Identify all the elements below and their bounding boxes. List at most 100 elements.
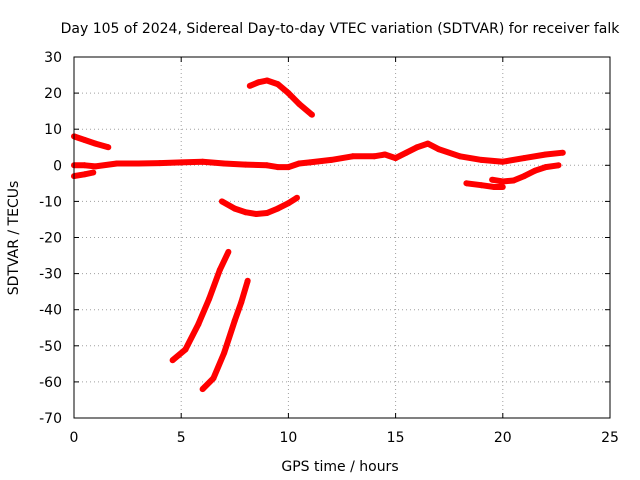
data-point xyxy=(274,205,281,212)
data-point xyxy=(81,162,88,169)
data-point xyxy=(231,205,238,212)
y-tick-label: 0 xyxy=(53,158,62,174)
series-early-positive xyxy=(73,133,110,151)
data-point xyxy=(244,277,251,284)
x-axis-label: GPS time / hours xyxy=(281,459,398,475)
data-point xyxy=(218,198,225,205)
data-point xyxy=(456,153,463,160)
data-point xyxy=(309,111,315,118)
y-tick-label: -50 xyxy=(39,339,62,355)
data-point xyxy=(246,82,253,89)
y-tick-label: -20 xyxy=(39,231,62,247)
data-point xyxy=(182,346,189,353)
chart-title: Day 105 of 2024, Sidereal Day-to-day VTE… xyxy=(61,21,621,37)
y-tick-label: -30 xyxy=(39,267,62,283)
y-tick-label: -40 xyxy=(39,303,62,319)
y-tick-label: 20 xyxy=(44,86,62,102)
data-point xyxy=(81,137,88,143)
x-tick-label: 0 xyxy=(70,430,79,446)
y-tick-label: 30 xyxy=(44,50,62,66)
data-point xyxy=(489,176,496,183)
data-point xyxy=(264,77,270,84)
data-point xyxy=(238,299,245,306)
series-main xyxy=(74,140,564,171)
data-point xyxy=(253,211,260,217)
x-tick-label: 20 xyxy=(494,430,512,446)
y-axis-label: SDTVAR / TECUs xyxy=(6,181,22,296)
data-point xyxy=(381,151,388,158)
data-point xyxy=(242,209,249,216)
x-tick-label: 15 xyxy=(387,430,405,446)
data-point xyxy=(285,164,292,171)
data-point xyxy=(285,200,292,207)
data-point xyxy=(491,184,498,190)
data-point xyxy=(195,321,202,328)
data-point xyxy=(264,210,270,216)
data-point xyxy=(274,81,281,88)
series-arc-low xyxy=(220,195,299,217)
data-point xyxy=(90,169,97,176)
data-point xyxy=(478,182,485,189)
data-point xyxy=(294,194,300,201)
y-axis-ticks: -70 -60 -50 -40 -30 -20 -10 0 10 20 30 xyxy=(39,50,610,427)
x-tick-label: 5 xyxy=(177,430,186,446)
data-point xyxy=(221,350,228,356)
data-point xyxy=(296,100,303,107)
data-point xyxy=(231,317,238,324)
data-point xyxy=(499,178,506,185)
data-point xyxy=(542,164,549,171)
plot-frame xyxy=(73,56,611,419)
data-point xyxy=(532,167,538,174)
series-late-tail-1 xyxy=(466,180,503,190)
y-tick-label: -10 xyxy=(39,194,62,210)
data-point xyxy=(92,163,99,170)
data-point xyxy=(559,149,566,156)
data-point xyxy=(542,151,549,158)
data-point xyxy=(216,267,223,273)
data-point xyxy=(296,160,303,167)
data-point xyxy=(555,162,562,169)
data-point xyxy=(169,357,176,364)
data-point xyxy=(81,171,88,178)
data-point xyxy=(274,164,281,171)
data-point xyxy=(306,159,313,166)
data-point xyxy=(199,158,206,165)
data-point xyxy=(242,161,249,168)
data-point xyxy=(199,386,206,393)
data-point xyxy=(255,79,262,86)
data-point xyxy=(463,180,470,187)
data-point xyxy=(113,160,120,167)
data-point xyxy=(521,155,528,162)
data-point xyxy=(510,177,517,184)
data-point xyxy=(210,375,217,382)
y-tick-label: 10 xyxy=(44,122,62,138)
data-point xyxy=(206,295,213,302)
data-point xyxy=(225,248,232,255)
data-point xyxy=(499,184,506,190)
data-point xyxy=(403,149,410,156)
data-point xyxy=(521,173,528,180)
data-point xyxy=(264,162,270,169)
data-point xyxy=(478,156,485,163)
data-point xyxy=(349,153,356,160)
y-tick-label: -60 xyxy=(39,375,62,391)
data-point xyxy=(156,160,163,167)
data-point xyxy=(435,146,442,153)
data-point xyxy=(414,144,420,151)
data-point xyxy=(424,140,431,147)
data-point xyxy=(285,90,292,97)
grid xyxy=(74,57,610,418)
data-point xyxy=(328,156,335,163)
series-arc-high xyxy=(248,77,314,118)
x-axis-ticks: 0 5 10 15 20 25 xyxy=(70,57,619,446)
x-tick-label: 10 xyxy=(279,430,297,446)
data-point xyxy=(105,144,112,151)
data-point xyxy=(499,158,506,165)
data-point xyxy=(371,153,378,160)
series-layer xyxy=(71,77,566,393)
data-point xyxy=(392,155,399,162)
data-point xyxy=(221,160,228,167)
data-point xyxy=(178,159,185,166)
y-tick-label: -70 xyxy=(39,411,62,427)
